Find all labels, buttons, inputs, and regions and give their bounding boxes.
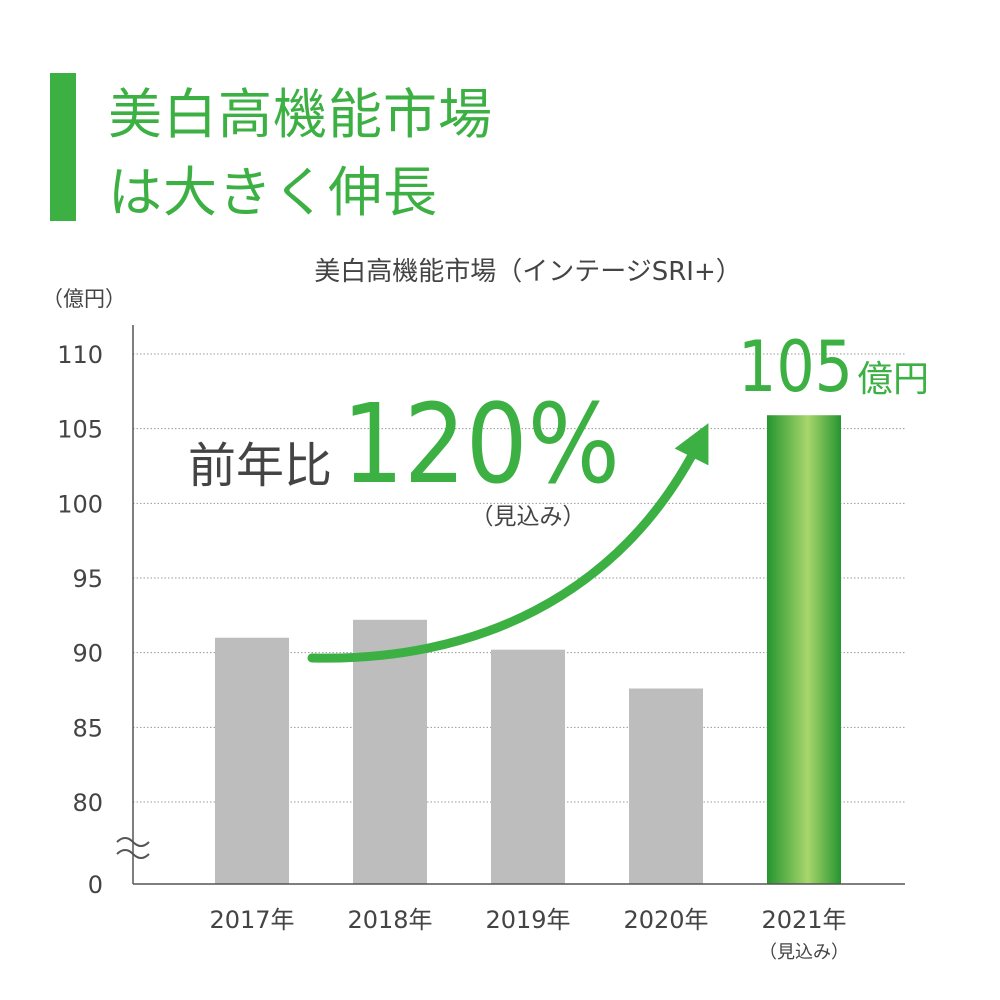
y-tick-labels: 110 105 100 95 90 85 80 0	[57, 341, 103, 899]
y-tick-label: 100	[57, 490, 103, 518]
chart-title: 美白高機能市場（インテージSRI+）	[314, 257, 742, 287]
bars	[215, 415, 841, 884]
annotation-prefix: 前年比	[188, 438, 332, 494]
growth-arrow	[307, 423, 709, 663]
highlight-unit-label: 億円	[857, 359, 929, 400]
x-tick-label: 2021年	[761, 906, 846, 934]
x-tick-labels: 2017年 2018年 2019年 2020年 2021年 （見込み）	[209, 906, 849, 963]
axis-break-icon	[116, 837, 150, 859]
annotation-note: （見込み）	[471, 504, 586, 530]
bar	[629, 688, 703, 884]
bar-highlight	[767, 415, 841, 884]
y-tick-label: 0	[88, 871, 103, 899]
x-tick-label: 2020年	[623, 906, 708, 934]
annotation-value: 120%	[342, 380, 620, 508]
x-tick-label: 2018年	[347, 906, 432, 934]
bar	[353, 619, 427, 884]
headline-accent-bar	[50, 73, 76, 221]
y-tick-label: 105	[57, 416, 103, 444]
y-tick-label: 90	[72, 640, 103, 668]
x-tick-label: 2019年	[485, 906, 570, 934]
highlight-value-label: 105	[738, 326, 853, 408]
y-tick-label: 95	[72, 565, 103, 593]
x-tick-label: 2017年	[209, 906, 294, 934]
y-tick-label: 110	[57, 341, 103, 369]
x-tick-note: （見込み）	[759, 942, 849, 963]
bar	[491, 649, 565, 884]
bar	[215, 637, 289, 884]
y-tick-label: 85	[72, 714, 103, 742]
headline-line-1: 美白高機能市場	[108, 83, 493, 146]
y-unit-label: （億円）	[42, 287, 126, 311]
headline-line-2: は大きく伸長	[108, 161, 438, 224]
y-tick-label: 80	[72, 789, 103, 817]
